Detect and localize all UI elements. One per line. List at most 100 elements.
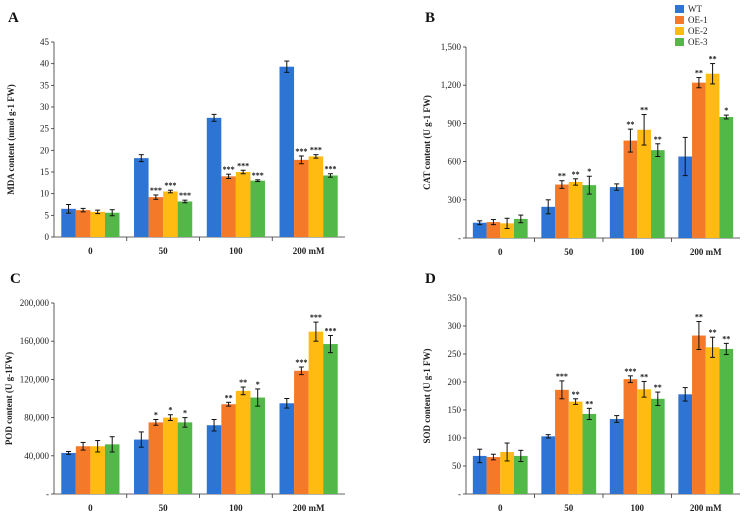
bar-wt: [206, 117, 222, 237]
significance-mark: **: [626, 120, 634, 129]
bar-oe-2: [235, 390, 251, 494]
bar-oe-1: [692, 82, 706, 238]
y-tick-label: 30: [40, 102, 50, 112]
y-tick-label: 600: [448, 157, 462, 167]
x-category-label: 100: [229, 503, 243, 513]
x-category-label: 0: [498, 247, 503, 257]
bar-oe-2: [308, 156, 324, 237]
bar-wt: [472, 222, 487, 238]
panel-d: D - 50 100 150 200 250 300 350 SOD content (U g-1…: [422, 271, 740, 513]
bar-wt: [134, 439, 149, 494]
significance-mark: ***: [556, 372, 568, 381]
bar-wt: [134, 158, 149, 237]
bar-oe-1: [294, 370, 309, 494]
panel-a: A 0 5 10 15 20 25 30 35 40 45 MDA content (nmol g-1…: [6, 10, 345, 256]
bar-oe-1: [555, 389, 569, 494]
panel-label: B: [425, 10, 435, 26]
y-tick-label: 120,000: [20, 374, 50, 384]
legend-label-oe-1: OE-1: [688, 15, 708, 25]
bar-oe-2: [163, 191, 178, 237]
significance-mark: ***: [179, 191, 191, 200]
bar-wt: [279, 66, 295, 237]
bar-oe-1: [75, 446, 91, 494]
bar-oe-3: [719, 117, 734, 238]
significance-mark: *: [183, 409, 187, 418]
x-category-label: 100: [631, 503, 645, 513]
legend-label-oe-2: OE-2: [688, 26, 708, 36]
y-tick-label: 300: [448, 195, 462, 205]
bar-wt: [472, 455, 487, 494]
significance-mark: *: [168, 406, 172, 415]
significance-mark: ***: [150, 186, 162, 195]
y-tick-label: 5: [45, 210, 50, 220]
y-tick-label: -: [458, 233, 461, 243]
bar-oe-3: [250, 397, 265, 494]
bar-oe-1: [148, 197, 164, 237]
significance-mark: ***: [164, 181, 176, 190]
bar-oe-1: [486, 457, 501, 494]
bar-oe-3: [650, 150, 665, 238]
y-tick-label: 50: [452, 461, 462, 471]
bar-oe-1: [623, 140, 638, 238]
significance-mark: ***: [324, 326, 336, 335]
legend-swatch-oe-3: [675, 38, 684, 46]
y-tick-label: 250: [448, 349, 462, 359]
legend-label-wt: WT: [688, 4, 702, 14]
y-tick-label: 0: [45, 232, 50, 242]
bar-wt: [541, 436, 556, 494]
legend-label-oe-3: OE-3: [688, 37, 708, 47]
bar-wt: [609, 418, 624, 494]
x-category-label: 50: [564, 503, 574, 513]
x-category-label: 50: [159, 503, 169, 513]
x-category-label: 0: [88, 246, 93, 256]
x-category-label: 0: [498, 503, 503, 513]
bar-wt: [279, 403, 295, 494]
bar-oe-3: [250, 180, 265, 237]
y-tick-label: 350: [448, 293, 462, 303]
y-axis-label: POD content (U g-1FW): [4, 352, 14, 445]
bar-oe-2: [500, 223, 514, 238]
significance-mark: **: [558, 172, 566, 181]
bar-oe-1: [75, 210, 91, 237]
significance-mark: **: [239, 378, 247, 387]
significance-mark: *: [587, 167, 591, 176]
y-tick-label: 10: [40, 189, 50, 199]
panel-label: C: [10, 271, 21, 287]
bar-oe-2: [90, 446, 105, 494]
bar-oe-3: [513, 218, 528, 238]
bar-oe-1: [486, 222, 501, 238]
significance-mark: **: [640, 105, 648, 114]
significance-mark: *: [724, 106, 728, 115]
y-tick-label: 1,200: [441, 80, 462, 90]
y-axis-label: CAT content (U g-1 FW): [422, 95, 432, 190]
significance-mark: **: [695, 313, 703, 322]
significance-mark: ***: [624, 367, 636, 376]
bar-oe-1: [555, 184, 569, 238]
significance-mark: **: [572, 170, 580, 179]
y-tick-label: 900: [448, 118, 462, 128]
bar-oe-3: [104, 212, 120, 237]
bar-wt: [678, 394, 693, 494]
y-tick-label: 15: [40, 167, 50, 177]
bar-oe-2: [90, 211, 105, 237]
bar-wt: [206, 425, 222, 494]
significance-mark: *: [256, 380, 260, 389]
significance-mark: **: [722, 334, 730, 343]
bar-oe-1: [623, 379, 638, 494]
significance-mark: **: [654, 135, 662, 144]
x-category-label: 200 mM: [690, 503, 722, 513]
y-tick-label: 45: [40, 37, 50, 47]
x-category-label: 200 mM: [690, 247, 722, 257]
x-category-label: 50: [564, 247, 574, 257]
y-tick-label: 20: [40, 145, 50, 155]
bar-oe-3: [104, 444, 120, 494]
x-category-label: 200 mM: [293, 503, 325, 513]
y-tick-label: 80,000: [24, 413, 49, 423]
panel-label: D: [425, 271, 436, 287]
significance-mark: ***: [310, 146, 322, 155]
x-category-label: 200 mM: [293, 246, 325, 256]
bar-oe-1: [148, 422, 164, 494]
bar-oe-2: [705, 73, 720, 239]
bar-wt: [678, 156, 693, 238]
